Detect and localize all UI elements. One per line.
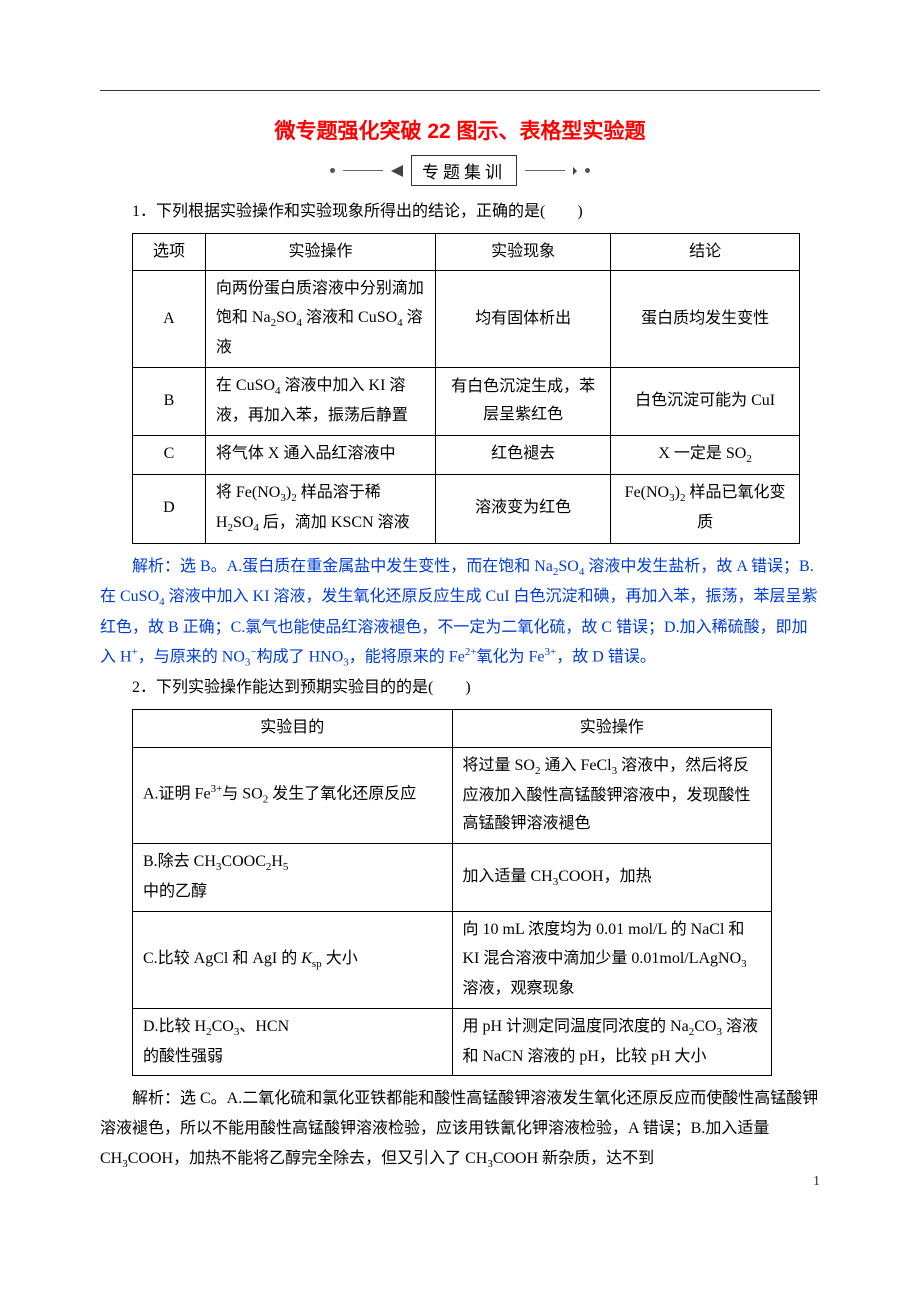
subtitle-text: 专题集训 — [411, 155, 517, 186]
cell-operation: 在 CuSO4 溶液中加入 KI 溶液，再加入苯，振荡后静置 — [205, 367, 435, 435]
document-page: 微专题强化突破 22 图示、表格型实验题 专题集训 1．下列根据实验操作和实验现… — [0, 0, 920, 1214]
cell-operation: 向两份蛋白质溶液中分别滴加饱和 Na2SO4 溶液和 CuSO4 溶液 — [205, 271, 435, 368]
line-right-icon — [525, 170, 565, 171]
q1-analysis: 解析：选 B。A.蛋白质在重金属盐中发生变性，而在饱和 Na2SO4 溶液中发生… — [100, 552, 820, 674]
col-header: 实验操作 — [452, 709, 772, 747]
cell-phenomenon: 有白色沉淀生成，苯层呈紫红色 — [436, 367, 611, 435]
dot-icon — [330, 168, 335, 173]
table-row: D 将 Fe(NO3)2 样品溶于稀 H2SO4 后，滴加 KSCN 溶液 溶液… — [133, 474, 800, 543]
table-row: A.证明 Fe3+与 SO2 发生了氧化还原反应 将过量 SO2 通入 FeCl… — [133, 747, 772, 844]
cell-operation: 将气体 X 通入品红溶液中 — [205, 435, 435, 474]
dot-icon — [585, 168, 590, 173]
cell-purpose: C.比较 AgCl 和 AgI 的 Ksp 大小 — [133, 911, 453, 1008]
top-rule — [100, 90, 820, 91]
table-row: D.比较 H2CO3、HCN的酸性强弱 用 pH 计测定同温度同浓度的 Na2C… — [133, 1008, 772, 1076]
cell-option: B — [133, 367, 206, 435]
subtitle-banner: 专题集训 — [100, 155, 820, 183]
cell-conclusion: X 一定是 SO2 — [611, 435, 800, 474]
q1-stem: 1．下列根据实验操作和实验现象所得出的结论，正确的是( ) — [100, 197, 820, 227]
cell-conclusion: Fe(NO3)2 样品已氧化变质 — [611, 474, 800, 543]
q2-analysis: 解析：选 C。A.二氧化硫和氯化亚铁都能和酸性高锰酸钾溶液发生氧化还原反应而使酸… — [100, 1084, 820, 1174]
cell-purpose: A.证明 Fe3+与 SO2 发生了氧化还原反应 — [133, 747, 453, 844]
table-row: C.比较 AgCl 和 AgI 的 Ksp 大小 向 10 mL 浓度均为 0.… — [133, 911, 772, 1008]
col-header: 实验现象 — [436, 233, 611, 271]
table-row: B.除去 CH3COOC2H5中的乙醇 加入适量 CH3COOH，加热 — [133, 844, 772, 912]
q2-table: 实验目的 实验操作 A.证明 Fe3+与 SO2 发生了氧化还原反应 将过量 S… — [132, 709, 772, 1077]
cell-operation: 向 10 mL 浓度均为 0.01 mol/L 的 NaCl 和 KI 混合溶液… — [452, 911, 772, 1008]
col-header: 选项 — [133, 233, 206, 271]
cell-conclusion: 白色沉淀可能为 CuI — [611, 367, 800, 435]
cell-operation: 用 pH 计测定同温度同浓度的 Na2CO3 溶液和 NaCN 溶液的 pH，比… — [452, 1008, 772, 1076]
cell-option: C — [133, 435, 206, 474]
table-row: 选项 实验操作 实验现象 结论 — [133, 233, 800, 271]
table-row: C 将气体 X 通入品红溶液中 红色褪去 X 一定是 SO2 — [133, 435, 800, 474]
cell-conclusion: 蛋白质均发生变性 — [611, 271, 800, 368]
cell-phenomenon: 均有固体析出 — [436, 271, 611, 368]
col-header: 结论 — [611, 233, 800, 271]
cell-phenomenon: 溶液变为红色 — [436, 474, 611, 543]
cell-purpose: D.比较 H2CO3、HCN的酸性强弱 — [133, 1008, 453, 1076]
col-header: 实验目的 — [133, 709, 453, 747]
table-row: A 向两份蛋白质溶液中分别滴加饱和 Na2SO4 溶液和 CuSO4 溶液 均有… — [133, 271, 800, 368]
triangle-left-icon — [391, 165, 403, 177]
cell-operation: 加入适量 CH3COOH，加热 — [452, 844, 772, 912]
q1-table: 选项 实验操作 实验现象 结论 A 向两份蛋白质溶液中分别滴加饱和 Na2SO4… — [132, 233, 800, 544]
q2-stem: 2．下列实验操作能达到预期实验目的的是( ) — [100, 673, 820, 703]
table-row: 实验目的 实验操作 — [133, 709, 772, 747]
cell-purpose: B.除去 CH3COOC2H5中的乙醇 — [133, 844, 453, 912]
table-row: B 在 CuSO4 溶液中加入 KI 溶液，再加入苯，振荡后静置 有白色沉淀生成… — [133, 367, 800, 435]
cell-phenomenon: 红色褪去 — [436, 435, 611, 474]
cell-option: D — [133, 474, 206, 543]
line-left-icon — [343, 170, 383, 171]
page-number: 1 — [813, 1174, 820, 1190]
triangle-right-icon — [573, 167, 577, 175]
cell-operation: 将 Fe(NO3)2 样品溶于稀 H2SO4 后，滴加 KSCN 溶液 — [205, 474, 435, 543]
main-title: 微专题强化突破 22 图示、表格型实验题 — [100, 115, 820, 145]
cell-operation: 将过量 SO2 通入 FeCl3 溶液中，然后将反应液加入酸性高锰酸钾溶液中，发… — [452, 747, 772, 844]
cell-option: A — [133, 271, 206, 368]
col-header: 实验操作 — [205, 233, 435, 271]
